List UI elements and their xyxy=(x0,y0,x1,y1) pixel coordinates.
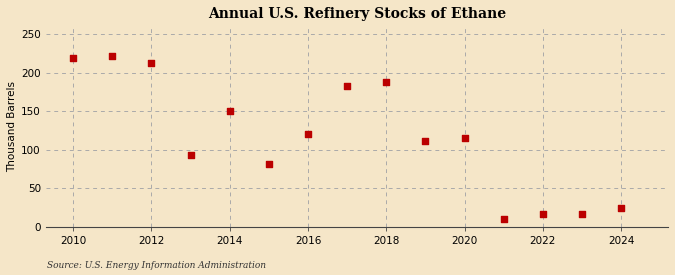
Point xyxy=(616,206,626,211)
Point xyxy=(302,132,313,137)
Point xyxy=(263,161,274,166)
Point xyxy=(498,217,509,221)
Point xyxy=(224,109,235,113)
Point xyxy=(68,56,78,60)
Point xyxy=(342,84,352,88)
Point xyxy=(537,212,548,216)
Y-axis label: Thousand Barrels: Thousand Barrels xyxy=(7,81,17,172)
Point xyxy=(107,53,117,58)
Point xyxy=(459,136,470,141)
Point xyxy=(420,139,431,144)
Point xyxy=(146,60,157,65)
Point xyxy=(381,80,392,84)
Text: Source: U.S. Energy Information Administration: Source: U.S. Energy Information Administ… xyxy=(47,260,266,270)
Title: Annual U.S. Refinery Stocks of Ethane: Annual U.S. Refinery Stocks of Ethane xyxy=(208,7,506,21)
Point xyxy=(576,212,587,216)
Point xyxy=(185,153,196,157)
